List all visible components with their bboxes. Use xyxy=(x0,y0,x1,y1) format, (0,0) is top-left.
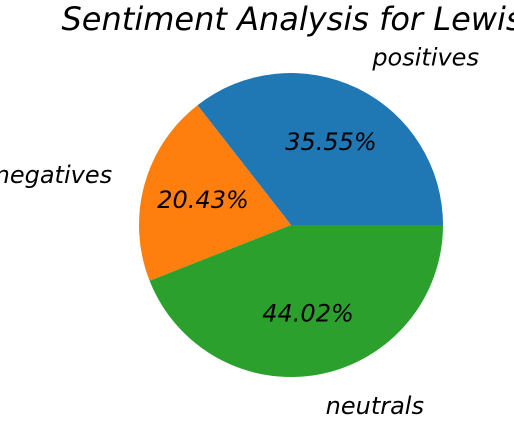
slice-label-neutrals: neutrals xyxy=(326,392,424,420)
slice-label-negatives: negatives xyxy=(0,161,112,189)
chart-title: Sentiment Analysis for Lewis xyxy=(61,0,514,38)
pie-slice-negatives xyxy=(138,105,291,281)
slice-label-positives: positives xyxy=(371,43,479,71)
pie-labels: positives 35.55% negatives 20.43% neutrals 44… xyxy=(0,43,479,420)
pct-label-neutrals: 44.02% xyxy=(262,300,354,328)
pie-slice-positives xyxy=(197,72,443,225)
pct-label-negatives: 20.43% xyxy=(157,186,249,214)
pie-slice-neutrals xyxy=(149,225,443,378)
pie-slices xyxy=(138,72,443,378)
pct-label-positives: 35.55% xyxy=(285,128,377,156)
